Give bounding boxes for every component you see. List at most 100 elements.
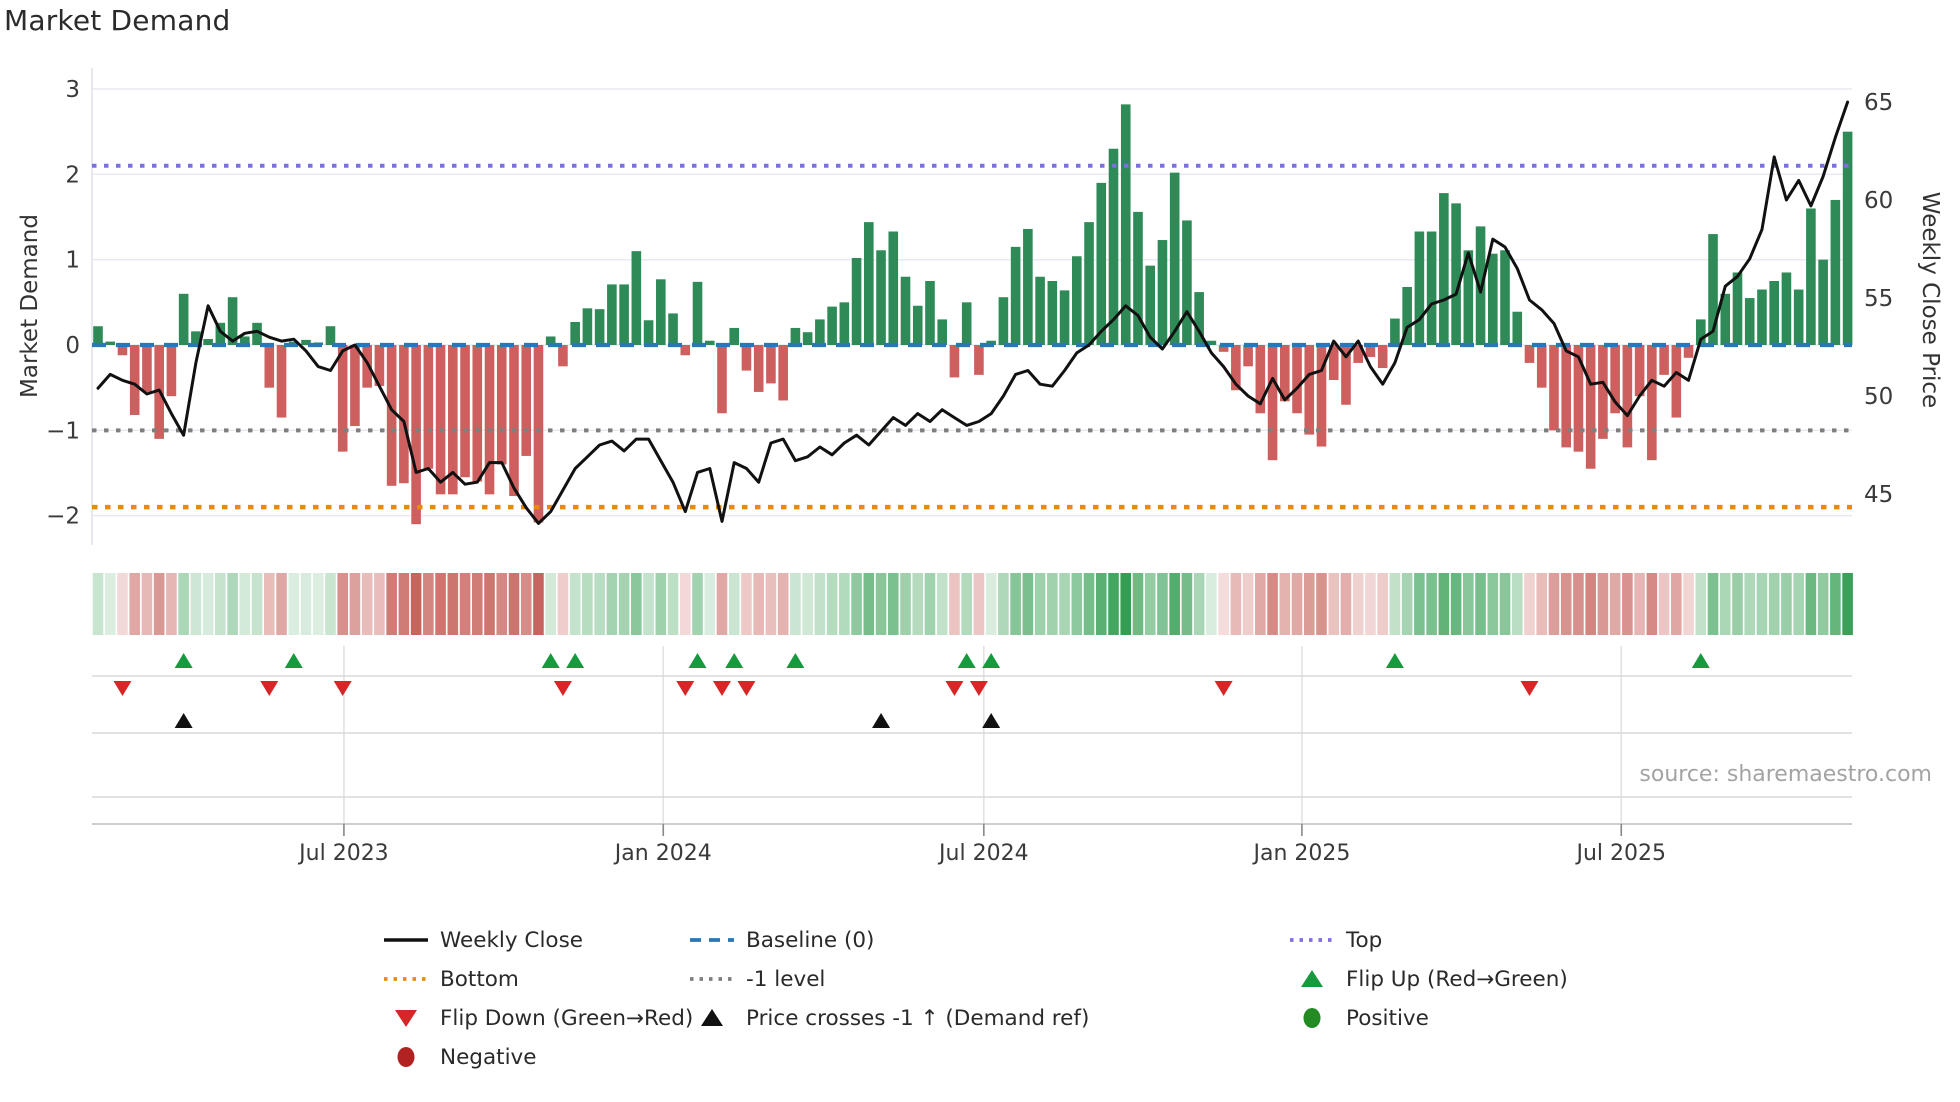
heatmap-cell xyxy=(1389,573,1401,635)
demand-bar xyxy=(900,276,911,345)
left-axis-tick: 1 xyxy=(65,248,80,274)
demand-bar xyxy=(631,251,642,345)
demand-bar xyxy=(1695,319,1706,345)
demand-bar xyxy=(1023,228,1033,345)
heatmap-cell xyxy=(1756,573,1768,635)
heatmap-cell xyxy=(606,573,618,635)
heatmap-cell xyxy=(973,573,985,635)
heatmap-cell xyxy=(594,573,605,635)
heatmap-cell xyxy=(1120,573,1132,635)
heatmap-cell xyxy=(1095,573,1107,635)
demand-bar xyxy=(166,345,177,397)
heatmap-cell xyxy=(1377,573,1388,635)
demand-bar xyxy=(252,322,262,345)
demand-bar xyxy=(178,293,189,345)
heatmap-cell xyxy=(728,573,740,635)
flip-up-marker xyxy=(786,653,805,668)
demand-bar xyxy=(1622,345,1633,448)
source-credit: source: sharemaestro.com xyxy=(1639,762,1932,787)
demand-bar xyxy=(1084,222,1094,345)
heatmap-cell xyxy=(1646,573,1658,635)
legend-swatch-dot-purple xyxy=(1288,929,1336,951)
demand-bar xyxy=(1720,293,1731,345)
demand-bar xyxy=(1561,345,1571,448)
heatmap-cell xyxy=(178,573,189,635)
heatmap-cell xyxy=(435,573,446,635)
legend-label: Flip Down (Green→Red) xyxy=(440,1005,694,1031)
legend-label: Weekly Close xyxy=(440,927,584,953)
demand-bar xyxy=(1512,311,1523,345)
demand-bar xyxy=(974,345,984,375)
heatmap-cell xyxy=(1536,573,1548,635)
x-axis-tick-label: Jul 2024 xyxy=(937,841,1029,866)
right-axis-tick: 45 xyxy=(1864,482,1893,508)
legend-swatch-circle-green xyxy=(1288,1007,1336,1029)
heatmap-cell xyxy=(998,573,1009,635)
demand-bar xyxy=(753,345,764,392)
heatmap-cell xyxy=(1157,573,1168,635)
heatmap-cell xyxy=(1573,573,1584,635)
demand-bar xyxy=(521,345,532,456)
demand-bar xyxy=(117,345,128,356)
demand-bar xyxy=(105,341,116,345)
legend-swatch-dot-gray xyxy=(688,968,736,990)
heatmap-cell xyxy=(325,573,336,635)
heatmap-cell xyxy=(447,573,459,635)
demand-bar xyxy=(1231,345,1241,391)
demand-bar xyxy=(227,297,238,345)
demand-bar xyxy=(704,340,715,345)
heatmap-cell xyxy=(423,573,434,635)
demand-bar xyxy=(1072,256,1082,345)
demand-bar xyxy=(1683,345,1694,358)
heatmap-cell xyxy=(1059,573,1070,635)
heatmap-cell xyxy=(1352,573,1364,635)
demand-bar xyxy=(1524,345,1535,363)
x-axis-tick-label: Jul 2023 xyxy=(297,841,389,866)
demand-bar xyxy=(1610,345,1620,414)
heatmap-cell xyxy=(496,573,508,635)
demand-bar xyxy=(1757,289,1767,345)
flip-down-marker xyxy=(712,681,731,696)
flip-up-marker xyxy=(957,653,976,668)
right-axis-tick: 65 xyxy=(1864,90,1893,116)
heatmap-cell xyxy=(1340,573,1352,635)
heatmap-cell xyxy=(741,573,752,635)
heatmap-cell xyxy=(1255,573,1266,635)
heatmap-cell xyxy=(1144,573,1156,635)
demand-bar xyxy=(533,345,544,523)
right-axis-tick: 55 xyxy=(1864,286,1893,312)
heatmap-cell xyxy=(1022,573,1034,635)
demand-bar xyxy=(570,321,580,345)
demand-bar xyxy=(558,345,568,367)
demand-bar xyxy=(1842,131,1853,345)
heatmap-cell xyxy=(1744,573,1756,635)
demand-bar xyxy=(961,302,972,345)
legend-label: Price crosses -1 ↑ (Demand ref) xyxy=(746,1005,1090,1031)
heatmap-cell xyxy=(1206,573,1217,635)
demand-bar xyxy=(1328,345,1339,380)
demand-bar xyxy=(790,327,801,345)
heatmap-cell xyxy=(1719,573,1731,635)
demand-bar xyxy=(802,332,813,345)
heatmap-cell xyxy=(1450,573,1462,635)
demand-bar xyxy=(350,345,360,427)
flip-up-marker xyxy=(284,653,303,668)
demand-bar xyxy=(1365,345,1376,357)
heatmap-cell xyxy=(1622,573,1633,635)
demand-bar xyxy=(912,305,923,345)
demand-bar xyxy=(1439,193,1449,345)
heatmap-cell xyxy=(398,573,410,635)
legend-item-flip-up-red-green: Flip Up (Red→Green) xyxy=(1288,964,1568,994)
demand-bar xyxy=(509,345,519,497)
demand-bar xyxy=(1426,231,1437,345)
heatmap-cell xyxy=(459,573,471,635)
heatmap-cell xyxy=(631,573,642,635)
heatmap-cell xyxy=(1132,573,1144,635)
heatmap-cell xyxy=(1010,573,1021,635)
demand-bar xyxy=(337,345,348,452)
legend-swatch-solid-black xyxy=(382,929,430,951)
heatmap-cell xyxy=(117,573,128,635)
demand-bar xyxy=(1536,345,1547,388)
demand-bar xyxy=(717,345,727,414)
heatmap-cell xyxy=(300,573,312,635)
